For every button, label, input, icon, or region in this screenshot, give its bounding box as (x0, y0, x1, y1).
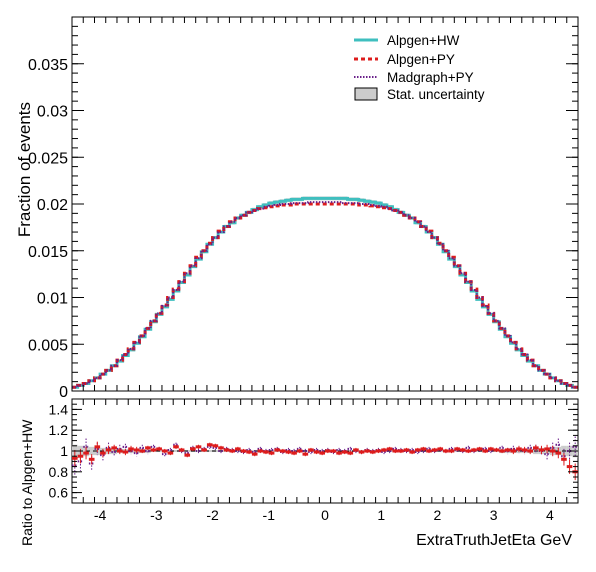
legend-label-alpgen-hw: Alpgen+HW (387, 33, 460, 48)
ratio-y-tick-label: 1.2 (49, 422, 69, 438)
main-y-axis: 0 0.005 0.01 0.015 0.02 0.025 0.03 0.035 (28, 25, 578, 401)
main-stat-band (72, 196, 578, 388)
legend: Alpgen+HW Alpgen+PY Madgraph+PY Stat. un… (354, 33, 485, 102)
x-tick-label: 0 (321, 507, 329, 523)
x-tick-label: 1 (377, 507, 385, 523)
x-tick-label: 3 (490, 507, 498, 523)
x-tick-label: -1 (263, 507, 276, 523)
main-series-line-alpgen-py (72, 202, 578, 389)
legend-entry-stat-uncertainty: Stat. uncertainty (354, 87, 485, 102)
legend-entry-alpgen-hw: Alpgen+HW (354, 33, 460, 48)
main-series-group (72, 196, 578, 389)
ratio-series-group (72, 436, 578, 481)
ratio-y-tick-label: 0.8 (49, 464, 69, 480)
ratio-stat-band-bin (206, 449, 213, 453)
main-series-line-madgraph-py (72, 201, 578, 389)
ratio-stat-band-bin (173, 449, 179, 453)
x-tick-label: -3 (150, 507, 163, 523)
x-axis-label: ExtraTruthJetEta GeV (416, 532, 572, 549)
legend-label-madgraph-py: Madgraph+PY (387, 70, 474, 85)
ratio-panel: 0.6 0.8 1 1.2 1.4 -4 -3 -2 -1 0 1 2 3 4 Ratio to Alp… (19, 398, 579, 549)
main-y-tick-label: 0.035 (28, 57, 68, 74)
ratio-y-axis: 0.6 0.8 1 1.2 1.4 (49, 401, 578, 504)
x-tick-label: 4 (546, 507, 554, 523)
ratio-stat-band-bin (88, 446, 95, 456)
x-tick-label: -4 (94, 507, 107, 523)
main-panel: 0 0.005 0.01 0.015 0.02 0.025 0.03 0.035 Fracti… (15, 16, 579, 401)
ratio-y-axis-label: Ratio to Alpgen+HW (19, 419, 35, 546)
main-y-tick-label: 0.01 (37, 291, 68, 308)
legend-swatch-stat-uncertainty (354, 87, 378, 101)
x-tick-label: 2 (434, 507, 442, 523)
legend-label-stat-uncertainty: Stat. uncertainty (387, 87, 485, 102)
main-y-tick-label: 0.03 (37, 104, 68, 121)
ratio-x-axis: -4 -3 -2 -1 0 1 2 3 4 (71, 399, 579, 523)
ratio-y-tick-label: 1.4 (49, 401, 69, 417)
legend-label-alpgen-py: Alpgen+PY (387, 52, 455, 67)
ratio-y-tick-label: 0.6 (49, 485, 69, 501)
ratio-y-tick-label: 1 (60, 443, 68, 459)
legend-entry-alpgen-py: Alpgen+PY (354, 52, 455, 67)
main-y-tick-label: 0.02 (37, 197, 68, 214)
main-y-axis-label: Fraction of events (15, 102, 34, 237)
main-y-tick-label: 0.015 (28, 244, 68, 261)
main-series-line-alpgen-hw (72, 196, 578, 389)
main-y-tick-label: 0.005 (28, 337, 68, 354)
x-tick-label: -2 (206, 507, 219, 523)
main-y-tick-label: 0 (59, 384, 68, 401)
legend-entry-madgraph-py: Madgraph+PY (354, 70, 474, 85)
main-y-tick-label: 0.025 (28, 150, 68, 167)
main-x-axis (71, 17, 579, 391)
